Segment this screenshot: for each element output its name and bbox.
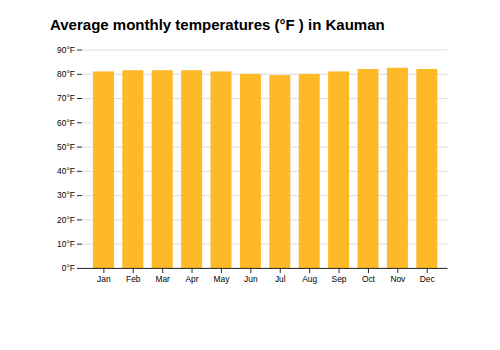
- svg-text:Aug: Aug: [302, 274, 317, 284]
- svg-text:Mar: Mar: [155, 274, 170, 284]
- html-text:Average monthly temperatures (: Average monthly temperatures (°F ) in Ka…: [50, 16, 385, 33]
- svg-text:20°F: 20°F: [57, 215, 75, 225]
- svg-text:Apr: Apr: [186, 274, 199, 284]
- svg-text:30°F: 30°F: [57, 190, 75, 200]
- svg-text:Jan: Jan: [97, 274, 111, 284]
- svg-text:50°F: 50°F: [57, 142, 75, 152]
- svg-text:Sep: Sep: [332, 274, 347, 284]
- svg-text:Jun: Jun: [244, 274, 258, 284]
- svg-text:Jul: Jul: [275, 274, 286, 284]
- svg-text:90°F: 90°F: [57, 45, 75, 55]
- svg-text:Nov: Nov: [390, 274, 406, 284]
- svg-text:70°F: 70°F: [57, 93, 75, 103]
- svg-text:40°F: 40°F: [57, 166, 75, 176]
- svg-text:May: May: [214, 274, 231, 284]
- svg-text:Feb: Feb: [126, 274, 141, 284]
- svg-text:80°F: 80°F: [57, 69, 75, 79]
- svg-text:Dec: Dec: [420, 274, 435, 284]
- svg-text:60°F: 60°F: [57, 118, 75, 128]
- svg-text:10°F: 10°F: [57, 239, 75, 249]
- svg-text:0°F: 0°F: [62, 263, 75, 273]
- svg-text:Oct: Oct: [362, 274, 376, 284]
